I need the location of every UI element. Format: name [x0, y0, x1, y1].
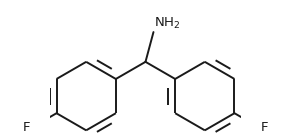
Text: NH$_2$: NH$_2$	[154, 16, 180, 31]
Text: F: F	[23, 121, 30, 134]
Text: F: F	[261, 121, 268, 134]
